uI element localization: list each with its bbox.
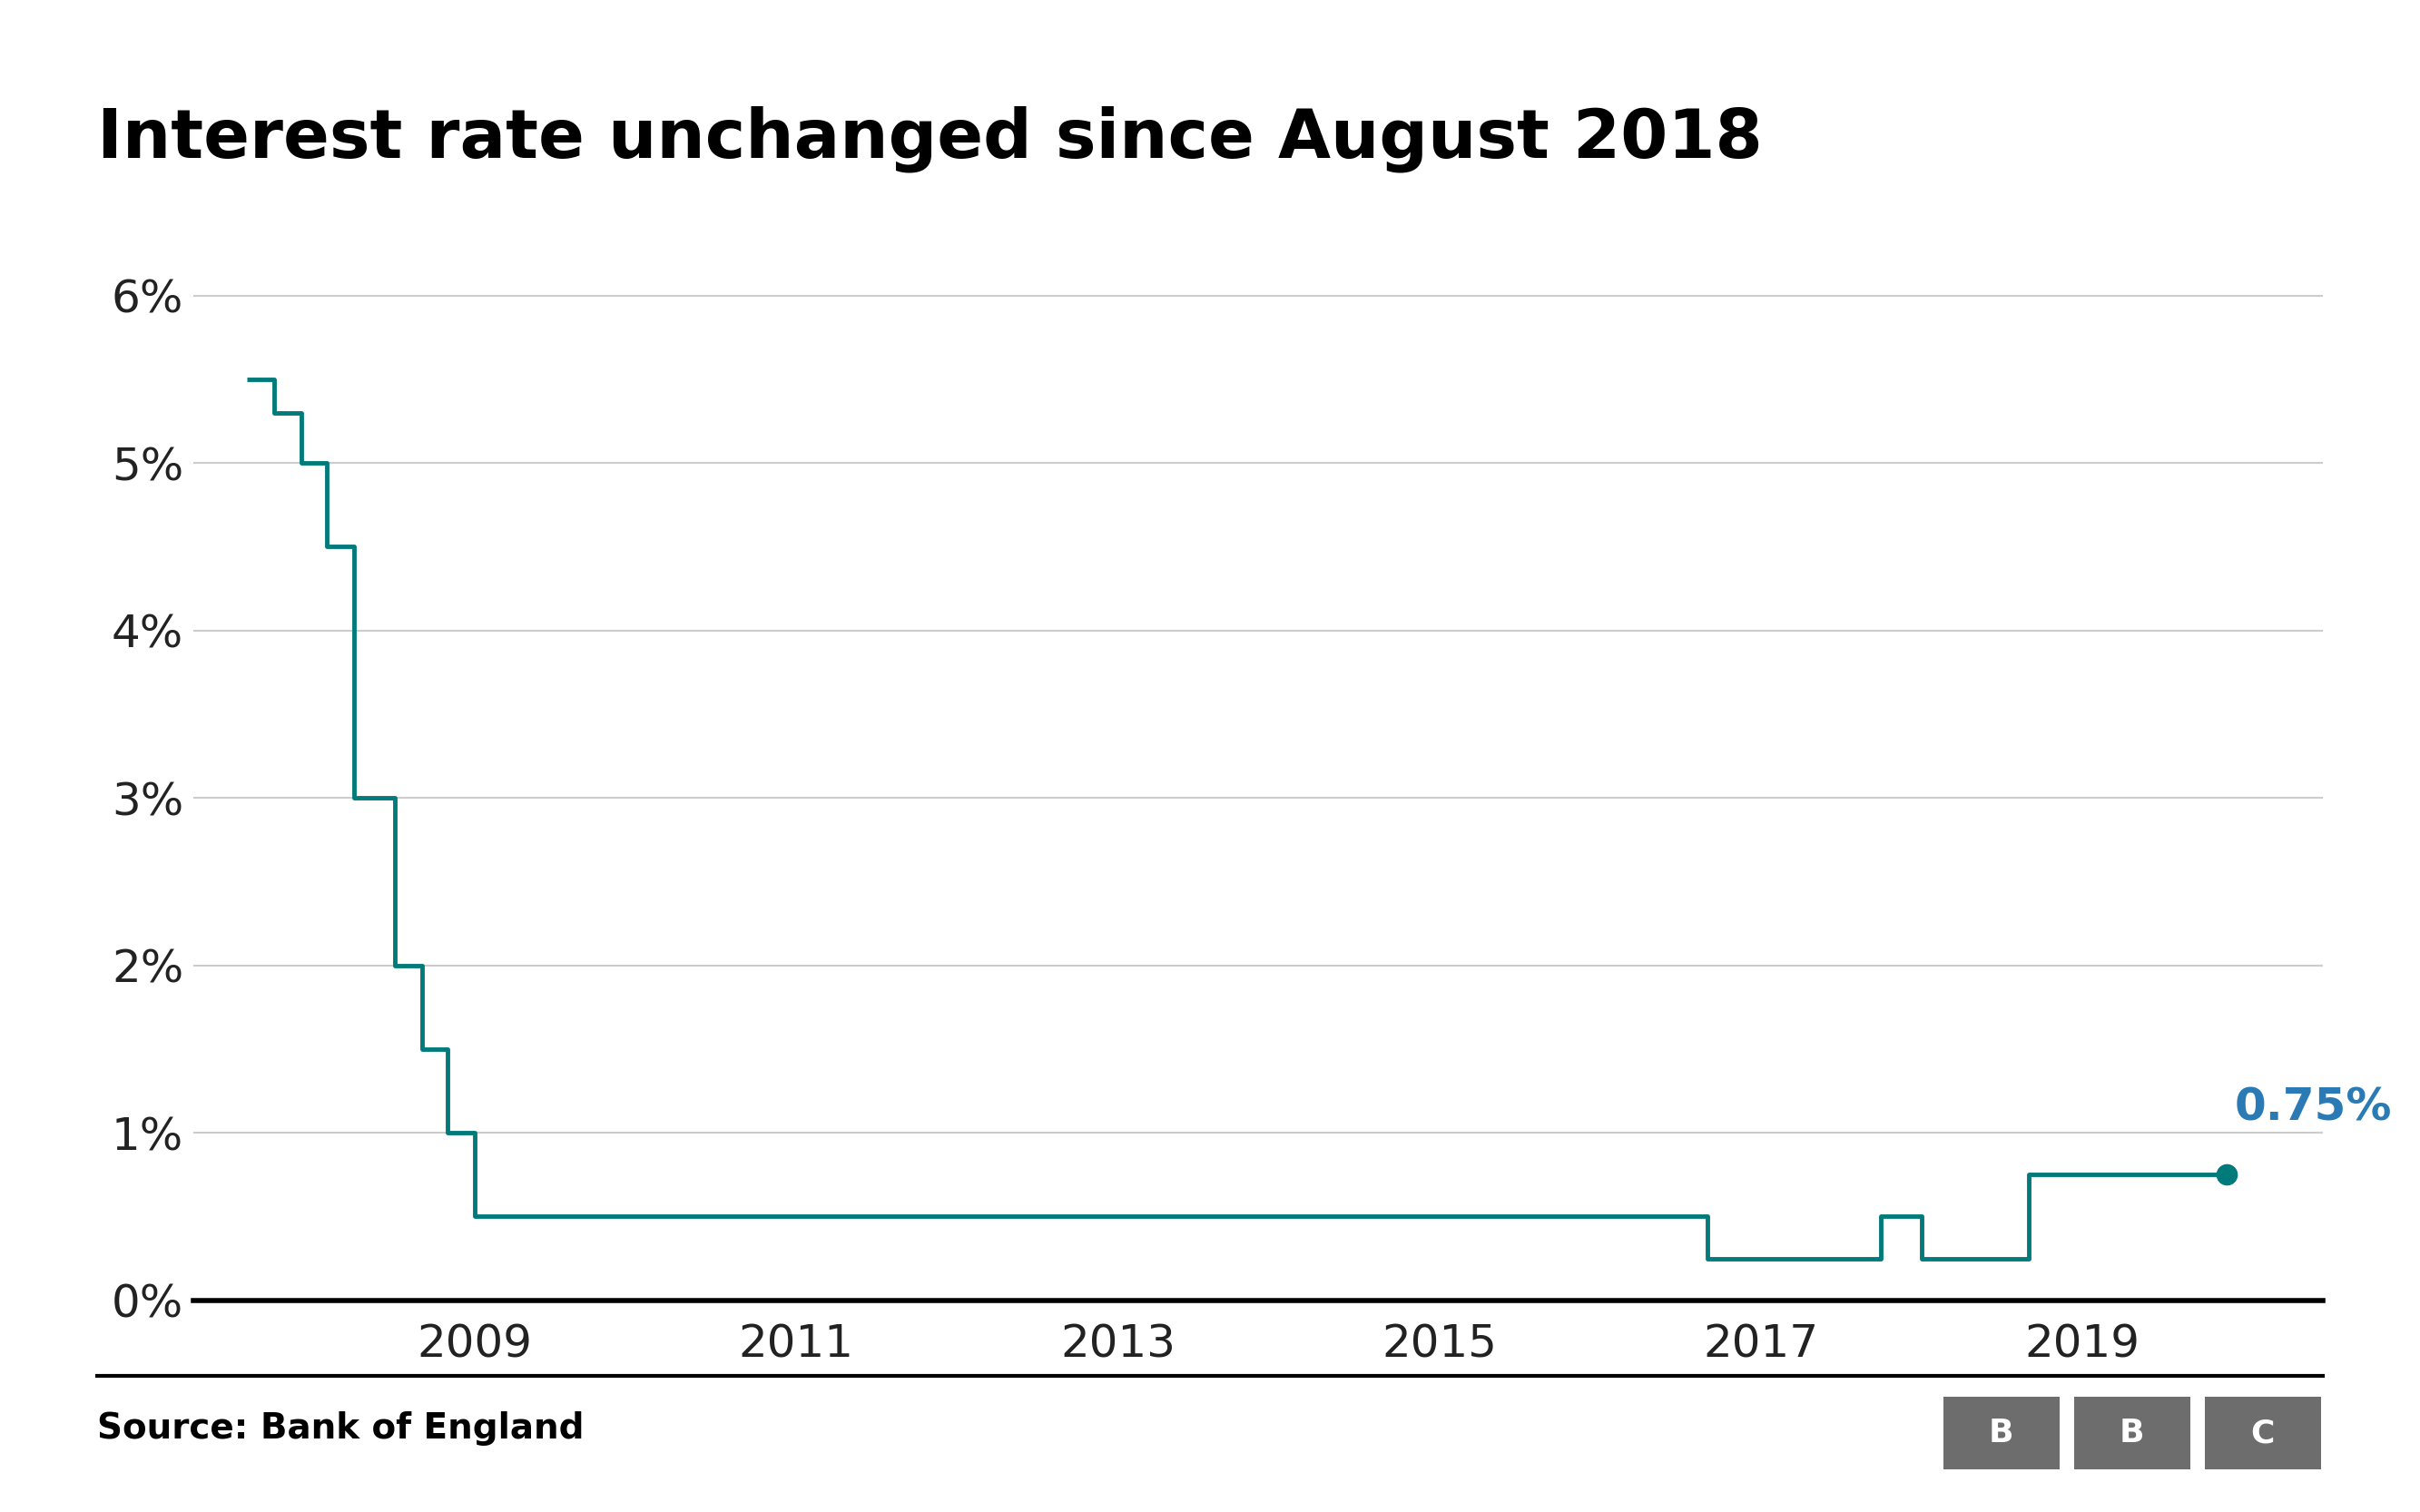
Text: 0.75%: 0.75% [2234, 1086, 2393, 1129]
Text: B: B [1989, 1418, 2013, 1448]
Text: Source: Bank of England: Source: Bank of England [97, 1412, 583, 1445]
Text: B: B [2120, 1418, 2144, 1448]
Text: C: C [2251, 1418, 2275, 1448]
Text: Interest rate unchanged since August 2018: Interest rate unchanged since August 201… [97, 106, 1762, 172]
